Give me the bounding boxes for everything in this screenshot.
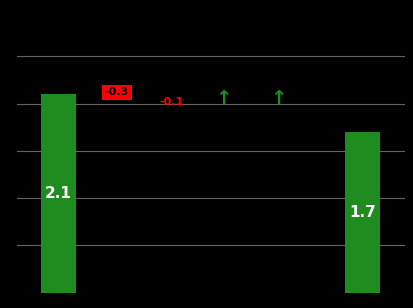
Text: 1.7: 1.7 bbox=[349, 205, 376, 220]
Bar bbox=[345, 132, 380, 293]
Text: ↑: ↑ bbox=[216, 89, 232, 108]
Bar bbox=[41, 94, 76, 293]
Text: ↑: ↑ bbox=[271, 89, 287, 108]
Text: -0.3: -0.3 bbox=[105, 87, 129, 97]
Text: 2.1: 2.1 bbox=[45, 186, 72, 201]
Text: -0.1: -0.1 bbox=[160, 97, 184, 107]
